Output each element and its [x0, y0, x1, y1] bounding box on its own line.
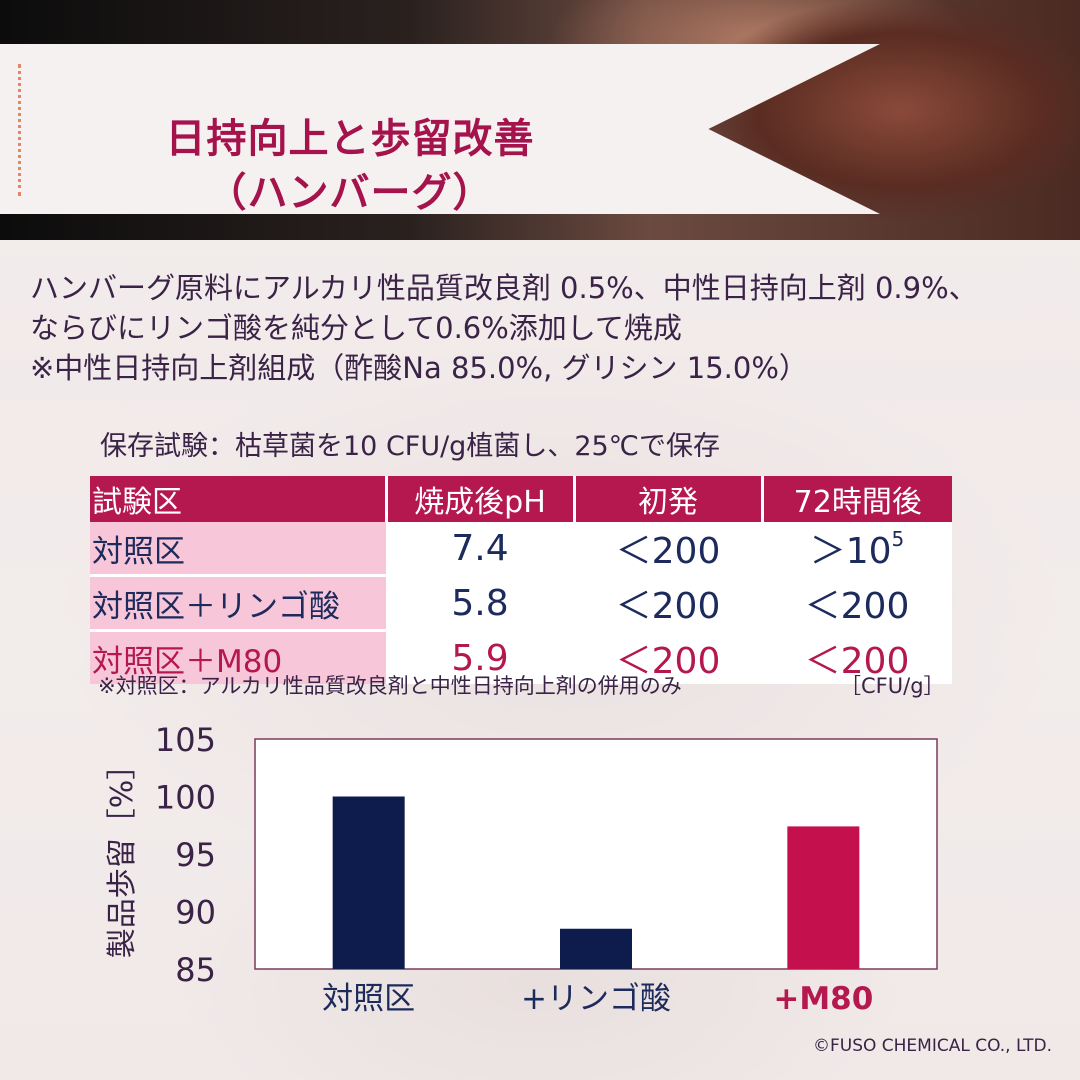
cell-72h: ＜200	[762, 630, 952, 684]
cell-72h-base: ＞10	[809, 531, 892, 572]
table-row: 対照区＋M80 5.9 ＜200 ＜200	[90, 630, 952, 684]
y-axis-label: 製品歩留［%］	[105, 750, 140, 959]
row-label: 対照区＋M80	[90, 630, 386, 684]
y-tick-label: 95	[175, 836, 216, 874]
bar	[560, 928, 632, 969]
header-72h: 72時間後	[760, 476, 952, 522]
intro-line-2: ならびにリンゴ酸を純分として0.6%添加して焼成	[30, 311, 682, 345]
x-tick-label: 対照区	[322, 981, 415, 1017]
x-tick-label: +リンゴ酸	[521, 981, 671, 1017]
cell-ph: 5.8	[386, 575, 574, 632]
x-tick-label: +M80	[773, 981, 873, 1017]
cell-72h: ＞105	[762, 522, 952, 577]
row-label: 対照区	[90, 522, 386, 577]
cell-initial: ＜200	[574, 575, 762, 632]
y-tick-label: 90	[175, 894, 216, 932]
yield-chart-svg: 85 90 95 100 105 対照区 +リンゴ酸 +M80 製品歩留［%］	[105, 721, 938, 1017]
banner-dotted-accent	[18, 64, 21, 196]
y-tick-label: 85	[175, 951, 216, 989]
cell-initial: ＜200	[574, 630, 762, 684]
intro-line-1: ハンバーグ原料にアルカリ性品質改良剤 0.5%、中性日持向上剤 0.9%、	[30, 271, 978, 305]
header-ph: 焼成後pH	[384, 476, 574, 522]
table-unit: ［CFU/g］	[840, 674, 945, 698]
header-initial: 初発	[572, 476, 762, 522]
y-tick-label: 100	[155, 779, 216, 817]
cell-initial: ＜200	[574, 522, 762, 577]
row-label: 対照区＋リンゴ酸	[90, 575, 386, 632]
table-row: 対照区＋リンゴ酸 5.8 ＜200 ＜200	[90, 575, 952, 632]
cell-72h-exponent: 5	[891, 527, 905, 551]
y-tick-label: 105	[155, 721, 216, 759]
storage-test-caption: 保存試験：枯草菌を10 CFU/g植菌し、25℃で保存	[100, 431, 720, 462]
cell-ph: 5.9	[386, 630, 574, 684]
copyright: ©FUSO CHEMICAL CO., LTD.	[812, 1036, 1052, 1056]
page-title: 日持向上と歩留改善	[165, 116, 535, 162]
page-subtitle: （ハンバーグ）	[206, 170, 494, 216]
bar	[332, 796, 405, 969]
table-note: ※対照区：アルカリ性品質改良剤と中性日持向上剤の併用のみ	[98, 674, 682, 698]
table-header-row: 試験区 焼成後pH 初発 72時間後	[90, 476, 952, 522]
header-group: 試験区	[90, 476, 386, 522]
intro-line-3: ※中性日持向上剤組成（酢酸Na 85.0%, グリシン 15.0%）	[30, 351, 808, 385]
bar	[787, 826, 860, 969]
cell-ph: 7.4	[386, 522, 574, 577]
yield-chart: 85 90 95 100 105 対照区 +リンゴ酸 +M80 製品歩留［%］	[0, 720, 1080, 1040]
storage-test-table: 試験区 焼成後pH 初発 72時間後 対照区 7.4 ＜200 ＞105 対照区…	[90, 476, 952, 684]
cell-72h: ＜200	[762, 575, 952, 632]
intro-text: ハンバーグ原料にアルカリ性品質改良剤 0.5%、中性日持向上剤 0.9%、 なら…	[30, 268, 1070, 388]
table-row: 対照区 7.4 ＜200 ＞105	[90, 522, 952, 577]
